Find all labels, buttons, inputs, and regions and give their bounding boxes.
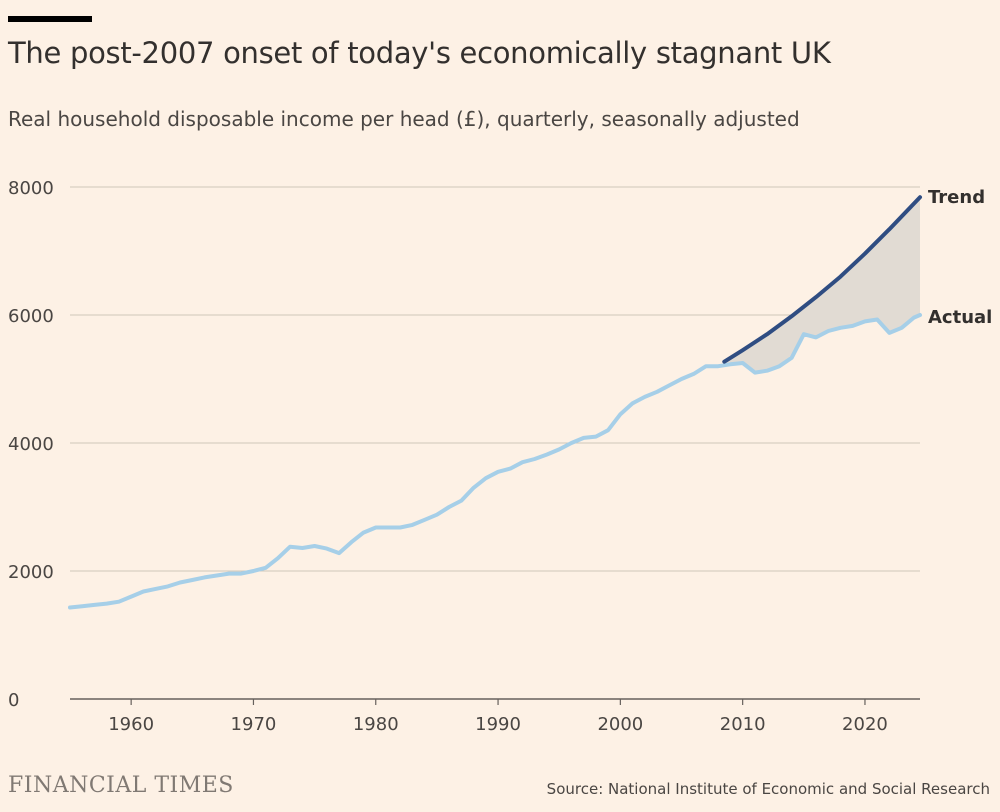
gridlines bbox=[70, 186, 920, 572]
gap-shading bbox=[724, 197, 920, 373]
x-tick-label: 1990 bbox=[475, 714, 521, 735]
actual-label: Actual bbox=[928, 307, 992, 328]
y-tick-label: 4000 bbox=[8, 434, 54, 455]
chart-subtitle: Real household disposable income per hea… bbox=[8, 107, 800, 131]
trend-label: Trend bbox=[928, 187, 985, 208]
x-tick-label: 1960 bbox=[108, 714, 154, 735]
trend-series-line bbox=[722, 195, 922, 364]
y-tick-label: 6000 bbox=[8, 306, 54, 327]
financial-times-logo: FINANCIAL TIMES bbox=[8, 773, 234, 798]
x-axis: 1960 1970 1980 1990 2000 2010 2020 bbox=[70, 698, 920, 735]
source-note: Source: National Institute of Economic a… bbox=[546, 780, 990, 798]
series-labels: Actual Trend bbox=[928, 187, 992, 328]
x-tick-label: 1970 bbox=[231, 714, 277, 735]
trend-gap-area bbox=[724, 197, 920, 373]
y-tick-label: 8000 bbox=[8, 178, 54, 199]
x-tick-label: 2010 bbox=[720, 714, 766, 735]
y-tick-label: 2000 bbox=[8, 562, 54, 583]
x-tick-label: 2000 bbox=[597, 714, 643, 735]
series-lines bbox=[68, 195, 922, 610]
x-tick-label: 1980 bbox=[353, 714, 399, 735]
x-tick-label: 2020 bbox=[842, 714, 888, 735]
actual-series-line bbox=[68, 313, 922, 610]
chart-title: The post-2007 onset of today's economica… bbox=[8, 36, 831, 70]
y-tick-label: 0 bbox=[8, 690, 19, 711]
y-axis: 0 2000 4000 6000 8000 bbox=[8, 178, 54, 711]
header-accent-bar bbox=[8, 16, 92, 22]
